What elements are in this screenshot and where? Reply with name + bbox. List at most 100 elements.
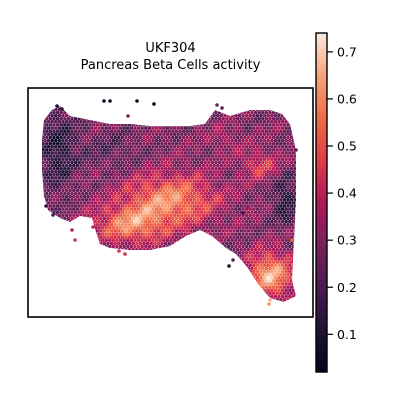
tissue-spot xyxy=(73,260,78,264)
tissue-spot xyxy=(79,232,83,236)
tissue-spot xyxy=(282,166,287,171)
tissue-spot xyxy=(113,198,117,202)
tissue-spot xyxy=(136,138,141,143)
tissue-spot xyxy=(266,232,270,236)
tissue-spot xyxy=(129,257,134,261)
tissue-spot xyxy=(176,238,180,243)
tissue-spot xyxy=(142,247,146,252)
tissue-spot xyxy=(198,282,202,286)
tissue-spot xyxy=(136,194,141,199)
tissue-spot xyxy=(194,132,198,137)
tissue-spot xyxy=(162,126,166,130)
tissue-spot xyxy=(106,110,110,115)
tissue-spot xyxy=(45,141,49,146)
tissue-spot xyxy=(43,163,47,168)
tissue-spot xyxy=(153,204,157,208)
tissue-spot xyxy=(144,219,148,224)
tissue-spot xyxy=(82,282,87,286)
tissue-spot xyxy=(293,222,296,227)
tissue-spot xyxy=(250,173,254,177)
tissue-spot xyxy=(145,160,150,165)
tissue-spot xyxy=(237,263,242,267)
tissue-spot xyxy=(72,194,76,199)
tissue-spot xyxy=(277,113,281,118)
tissue-spot xyxy=(277,219,281,224)
tissue-spot xyxy=(63,291,67,296)
tissue-spot xyxy=(91,116,96,121)
tissue-spot xyxy=(210,166,215,171)
tissue-spot xyxy=(219,169,224,174)
tissue-spot xyxy=(63,123,67,127)
tissue-spot xyxy=(185,185,189,190)
tissue-spot xyxy=(156,173,161,177)
tissue-spot xyxy=(34,123,38,127)
tissue-spot xyxy=(133,213,137,218)
tissue-spot xyxy=(294,148,298,152)
tissue-spot xyxy=(171,222,175,227)
tissue-spot xyxy=(90,163,94,168)
tissue-spot xyxy=(201,188,206,193)
tissue-spot xyxy=(163,222,168,227)
tissue-spot xyxy=(239,116,243,121)
tissue-spot xyxy=(286,98,290,102)
tissue-spot xyxy=(127,160,132,165)
tissue-spot xyxy=(273,207,278,211)
tissue-spot xyxy=(46,163,51,168)
tissue-spot xyxy=(70,141,74,146)
tissue-spot xyxy=(237,126,242,130)
tissue-spot xyxy=(244,263,249,267)
tissue-spot xyxy=(151,126,155,130)
tissue-spot xyxy=(279,235,283,239)
tissue-spot xyxy=(102,241,107,246)
tissue-spot xyxy=(192,110,197,115)
tissue-spot xyxy=(162,182,166,186)
tissue-spot xyxy=(214,254,218,258)
tissue-spot xyxy=(297,223,301,227)
tissue-spot xyxy=(171,173,175,177)
tissue-spot xyxy=(248,151,252,155)
tissue-spot xyxy=(282,291,287,296)
tissue-spot xyxy=(88,260,92,264)
tissue-spot xyxy=(243,204,247,208)
tissue-spot xyxy=(221,166,225,171)
tissue-spot xyxy=(284,263,288,267)
tissue-spot xyxy=(104,226,108,230)
tissue-spot xyxy=(207,235,211,239)
tissue-spot xyxy=(102,229,107,233)
tissue-spot xyxy=(181,160,186,165)
tissue-spot xyxy=(199,110,204,115)
tissue-spot xyxy=(113,254,117,258)
tissue-spot xyxy=(126,269,130,274)
tissue-spot xyxy=(153,148,157,152)
tissue-spot xyxy=(36,195,40,199)
tissue-spot xyxy=(189,129,193,133)
tissue-spot xyxy=(126,300,130,302)
tissue-spot xyxy=(190,219,195,224)
tissue-spot xyxy=(259,145,263,149)
tissue-spot xyxy=(81,98,85,102)
tissue-spot xyxy=(234,288,238,292)
tissue-spot xyxy=(57,288,62,292)
tissue-spot xyxy=(104,282,108,286)
tissue-spot xyxy=(160,185,164,190)
tissue-spot xyxy=(187,244,191,249)
tissue-spot xyxy=(54,176,58,180)
tissue-spot xyxy=(239,110,243,115)
tissue-spot xyxy=(45,129,49,133)
tissue-spot xyxy=(262,169,267,174)
tissue-spot xyxy=(196,272,200,277)
tissue-spot xyxy=(241,132,245,137)
tissue-spot xyxy=(216,219,220,224)
tissue-spot xyxy=(241,251,245,255)
tissue-spot xyxy=(138,260,143,264)
tissue-spot xyxy=(115,300,119,302)
tissue-spot xyxy=(149,285,153,289)
tissue-spot xyxy=(57,163,62,168)
tissue-spot xyxy=(194,232,198,236)
tissue-spot xyxy=(36,226,40,230)
tissue-spot xyxy=(277,232,281,236)
tissue-spot xyxy=(223,251,227,255)
tissue-spot xyxy=(185,179,189,183)
tissue-spot xyxy=(297,129,301,133)
tissue-spot xyxy=(194,282,198,286)
